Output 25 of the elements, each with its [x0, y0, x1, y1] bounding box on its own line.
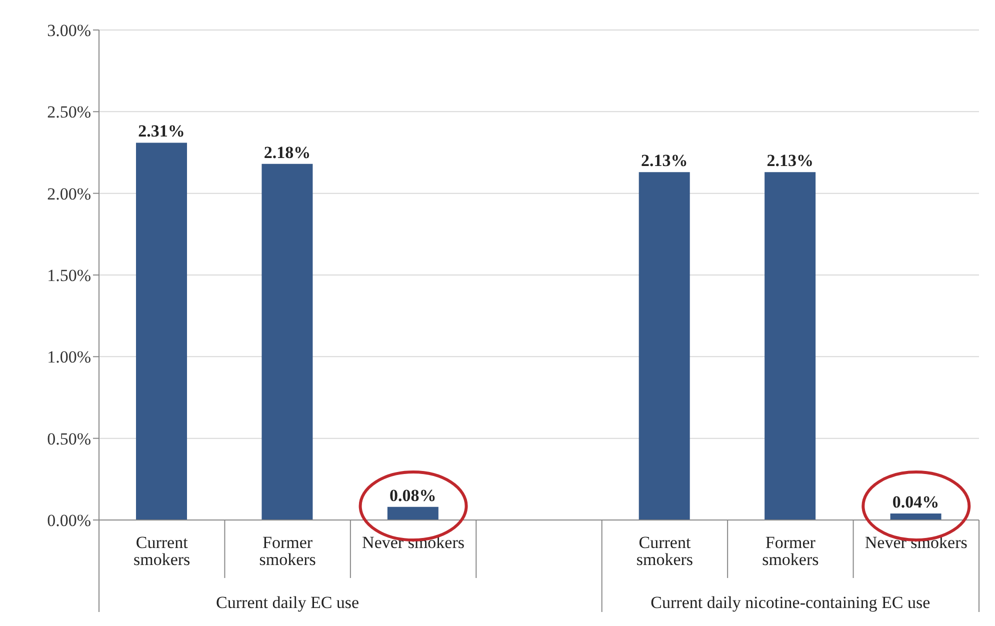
bar — [638, 172, 690, 520]
x-tick-label: Current smokers — [636, 533, 694, 570]
x-tick-label: Former smokers — [259, 533, 316, 570]
bar — [136, 142, 187, 520]
data-label: 0.04% — [892, 492, 940, 512]
data-label: 2.13% — [766, 151, 814, 170]
y-tick-label: 2.50% — [47, 102, 91, 122]
x-tick-label: Former smokers — [762, 533, 819, 570]
y-tick-label: 1.50% — [47, 266, 91, 286]
y-tick-label: 0.00% — [47, 511, 91, 530]
y-tick-label: 3.00% — [47, 21, 91, 40]
y-tick-label: 2.00% — [47, 184, 91, 204]
bar — [890, 513, 942, 520]
data-label: 2.18% — [264, 142, 311, 162]
bar — [764, 172, 816, 520]
y-tick-label: 0.50% — [47, 429, 91, 448]
x-tick-label: Current smokers — [134, 533, 190, 570]
bar — [387, 506, 438, 520]
data-label: 2.31% — [138, 122, 185, 141]
y-tick-label: 1.00% — [47, 348, 91, 367]
data-label: 0.08% — [390, 486, 436, 505]
data-label: 2.13% — [640, 151, 688, 170]
text: Current daily nicotine-containing EC use — [650, 593, 930, 612]
text: Current daily EC use — [216, 593, 360, 612]
bar — [262, 164, 313, 520]
